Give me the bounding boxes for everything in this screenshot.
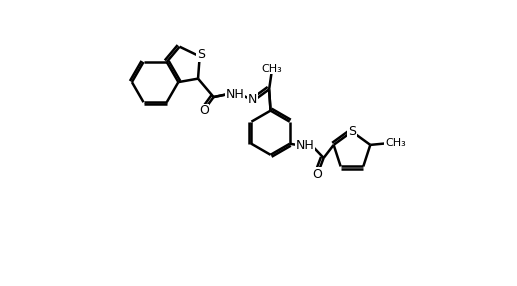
Text: CH₃: CH₃: [261, 64, 282, 74]
Text: S: S: [197, 48, 205, 61]
Text: O: O: [312, 168, 323, 181]
Text: O: O: [199, 104, 209, 117]
Text: NH: NH: [225, 88, 244, 101]
Text: N: N: [248, 93, 257, 106]
Text: S: S: [348, 125, 356, 138]
Text: NH: NH: [296, 139, 315, 152]
Text: CH₃: CH₃: [385, 138, 406, 148]
